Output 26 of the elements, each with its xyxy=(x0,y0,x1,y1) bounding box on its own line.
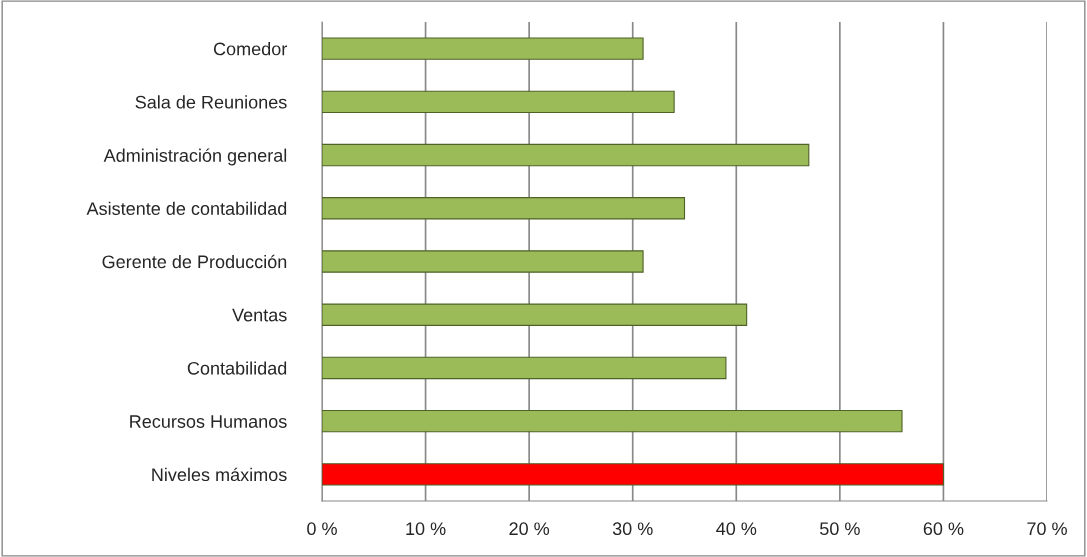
bar xyxy=(322,250,644,273)
y-tick-label: Recursos Humanos xyxy=(130,415,287,428)
x-tick-label: 0 % xyxy=(307,522,337,536)
x-tick-label: 10 % xyxy=(406,522,446,536)
x-tick-label: 70 % xyxy=(1027,522,1067,536)
bar xyxy=(322,90,675,114)
y-tick-label: Administración general xyxy=(103,148,287,166)
x-tick-label: 20 % xyxy=(509,522,550,536)
x-tick-label: 30 % xyxy=(612,522,653,536)
y-tick-label: Gerente de Producción xyxy=(102,254,287,269)
y-tick-label: Niveles máximos xyxy=(152,467,287,482)
x-tick-label: 50 % xyxy=(820,522,860,536)
y-tick-label: Comedor xyxy=(213,42,287,56)
bar xyxy=(322,463,944,486)
bar xyxy=(322,409,903,433)
bar xyxy=(322,197,686,220)
y-tick-label: Asistente de contabilidad xyxy=(86,201,287,215)
bar xyxy=(322,356,727,380)
y-tick-label: Sala de Reuniones xyxy=(135,95,287,109)
bar xyxy=(322,37,644,60)
x-tick-label: 60 % xyxy=(923,522,964,536)
y-tick-label: Contabilidad xyxy=(187,361,287,375)
bar xyxy=(322,303,748,326)
bar xyxy=(322,143,810,167)
y-tick-label: Ventas xyxy=(232,308,287,322)
x-tick-label: 40 % xyxy=(716,522,757,536)
